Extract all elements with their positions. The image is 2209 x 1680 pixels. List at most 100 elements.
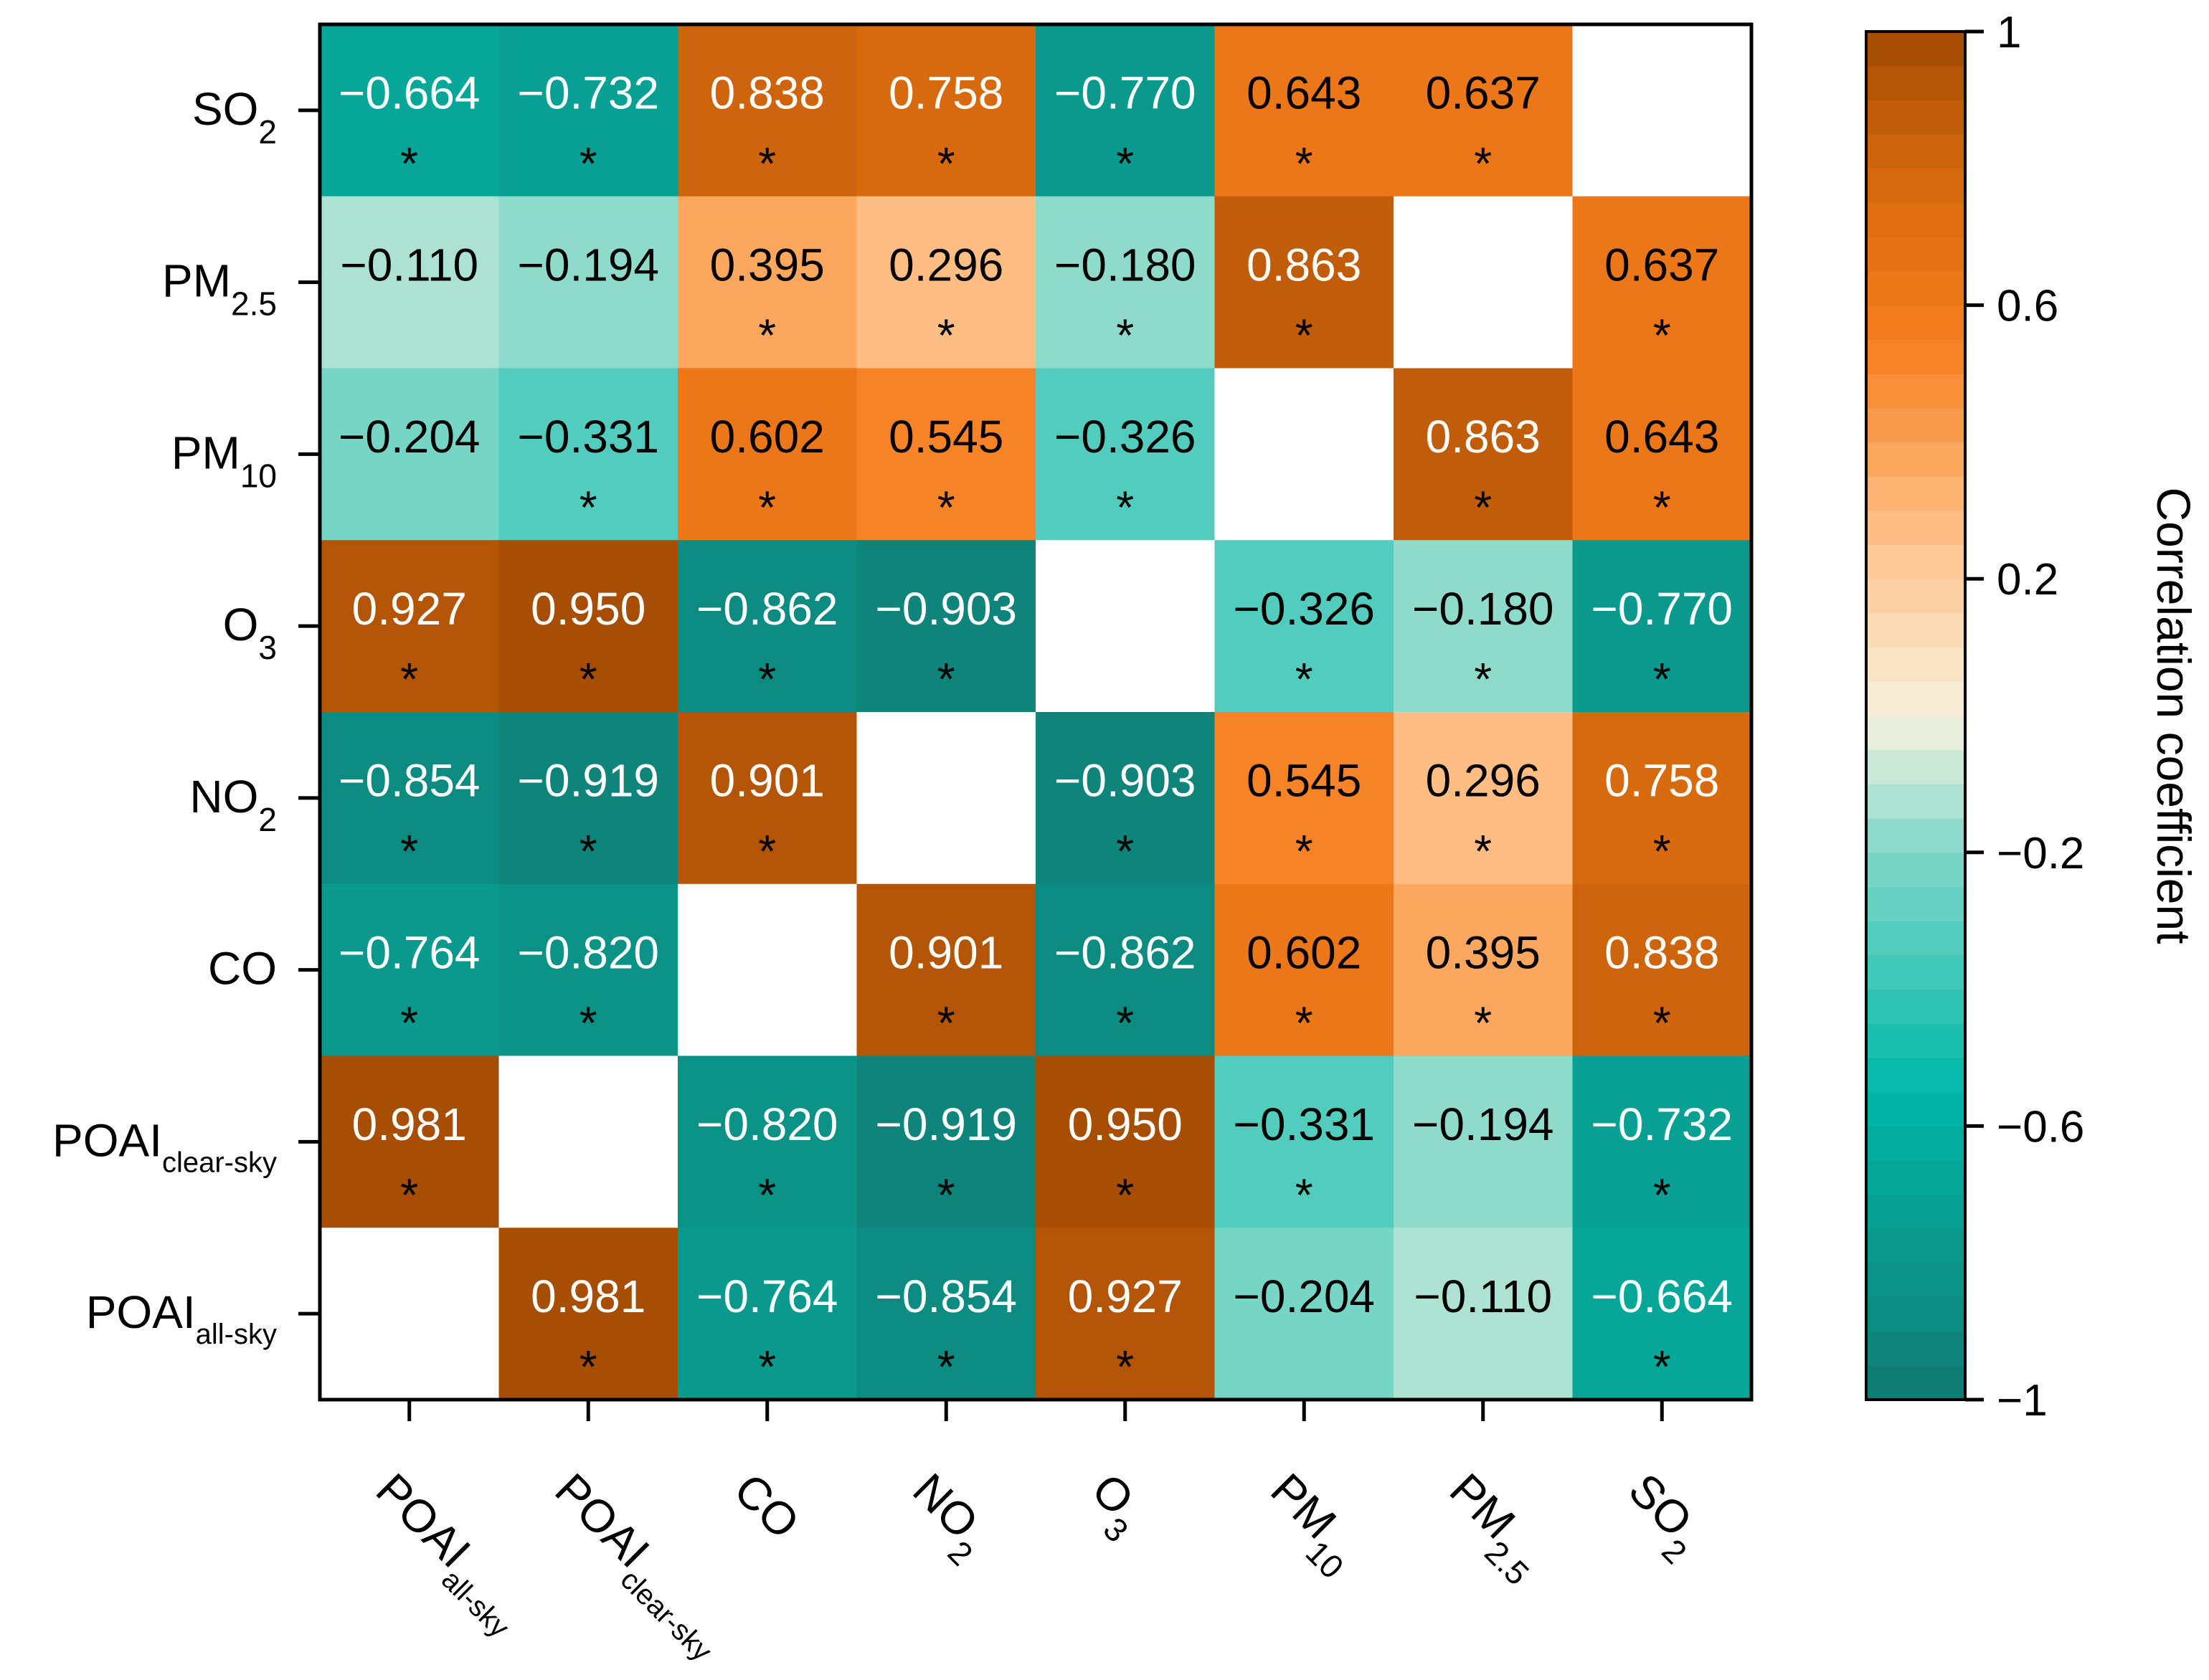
heatmap-cell: 0.296 * — [856, 196, 1036, 369]
colorbar-segment — [1866, 1228, 1965, 1263]
cell-rect — [856, 712, 1036, 885]
colorbar-segment — [1866, 989, 1965, 1024]
heatmap-cell: 0.395 * — [678, 196, 858, 369]
heatmap-cell — [678, 883, 858, 1057]
heatmap-cell: −0.326 * — [1036, 368, 1216, 541]
significance-star: * — [1653, 997, 1671, 1049]
heatmap-cell: −0.764 * — [678, 1228, 858, 1400]
cell-rect — [678, 368, 858, 541]
significance-star: * — [1295, 653, 1313, 705]
heatmap-cell: −0.331 * — [1214, 1055, 1394, 1228]
cell-rect — [1036, 368, 1216, 541]
heatmap-cell — [1036, 540, 1216, 713]
heatmap-cell: −0.194 — [1394, 1055, 1574, 1228]
cell-value: −0.919 — [875, 1098, 1017, 1150]
heatmap-cell: −0.732 * — [498, 24, 678, 197]
significance-star: * — [580, 653, 597, 705]
heatmap-cell: −0.854 * — [320, 712, 500, 885]
significance-star: * — [1653, 1341, 1671, 1392]
colorbar-segment — [1866, 442, 1965, 477]
heatmap-cell — [498, 1055, 678, 1228]
heatmap-cell: 0.637 * — [1572, 196, 1752, 369]
cell-rect — [498, 1055, 678, 1228]
significance-star: * — [758, 1169, 776, 1220]
cell-rect — [1394, 196, 1574, 369]
heatmap-cell: −0.180 * — [1394, 540, 1574, 713]
cell-value: −0.110 — [340, 239, 478, 290]
significance-star: * — [1295, 138, 1313, 189]
colorbar-segment — [1866, 1160, 1965, 1195]
cell-rect — [1394, 1228, 1574, 1400]
cell-value: −0.919 — [517, 755, 659, 807]
significance-star: * — [1653, 1169, 1671, 1220]
cell-rect — [856, 196, 1036, 369]
x-tick-label: SO2 — [1608, 1463, 1716, 1571]
colorbar-segment — [1866, 749, 1965, 784]
cell-value: −0.732 — [1591, 1098, 1733, 1150]
heatmap-cell: −0.664 * — [320, 24, 500, 197]
heatmap-cell: 0.950 * — [1036, 1055, 1216, 1228]
cell-value: 0.981 — [352, 1098, 467, 1150]
cell-value: −0.331 — [517, 411, 659, 462]
cell-rect — [320, 540, 500, 713]
heatmap-cell — [1394, 196, 1574, 369]
cell-rect — [320, 1055, 500, 1228]
colorbar-segment — [1866, 1263, 1965, 1298]
cell-rect — [320, 196, 500, 369]
cell-value: 0.838 — [1604, 926, 1719, 978]
significance-star: * — [400, 1169, 418, 1220]
cell-value: −0.110 — [1414, 1271, 1552, 1322]
x-tick-label: POAIclear-sky — [536, 1463, 740, 1667]
significance-star: * — [580, 1341, 597, 1392]
heatmap-cell: 0.863 * — [1214, 196, 1394, 369]
significance-star: * — [1474, 481, 1492, 533]
heatmap-cell: −0.204 — [1214, 1228, 1394, 1400]
colorbar-segment — [1866, 886, 1965, 921]
cell-rect — [1572, 883, 1752, 1057]
cell-value: 0.927 — [352, 583, 467, 635]
cell-rect — [1572, 24, 1752, 197]
colorbar-segment — [1866, 65, 1965, 100]
significance-star: * — [937, 997, 955, 1049]
cell-rect — [1394, 24, 1574, 197]
heatmap-cell: 0.758 * — [1572, 712, 1752, 885]
heatmap-cell: −0.854 * — [856, 1228, 1036, 1400]
y-axis: SO2 PM2.5 PM10 O3 NO2 CO POAIclear-sky POAIall-… — [52, 83, 320, 1350]
significance-star: * — [1116, 825, 1134, 877]
y-tick-label: SO2 — [192, 83, 277, 151]
heatmap-cell: −0.903 * — [1036, 712, 1216, 885]
heatmap-cell: −0.180 * — [1036, 196, 1216, 369]
colorbar-segment — [1866, 1091, 1965, 1126]
cell-value: 0.950 — [531, 583, 645, 635]
heatmap-cell: −0.770 * — [1036, 24, 1216, 197]
significance-star: * — [1116, 1169, 1134, 1220]
cell-rect — [498, 712, 678, 885]
cell-value: −0.903 — [875, 583, 1017, 635]
x-tick-label: NO2 — [892, 1463, 1001, 1572]
cell-value: −0.770 — [1591, 583, 1733, 635]
cell-rect — [1036, 712, 1216, 885]
cell-rect — [1394, 368, 1574, 541]
significance-star: * — [400, 138, 418, 189]
significance-star: * — [758, 138, 776, 189]
colorbar-tick-label: 1 — [1997, 8, 2021, 57]
significance-star: * — [1295, 1169, 1313, 1220]
heatmap-cell: −0.862 * — [678, 540, 858, 713]
cell-value: 0.901 — [889, 926, 1003, 978]
heatmap-cell: 0.296 * — [1394, 712, 1574, 885]
colorbar-segment — [1866, 647, 1965, 682]
cell-rect — [1572, 540, 1752, 713]
cell-value: 0.950 — [1068, 1098, 1183, 1150]
cell-rect — [1036, 24, 1216, 197]
colorbar: 1 0.6 0.2 −0.2 −0.6 −1 Correlation coefficient — [1865, 8, 2200, 1425]
cell-value: −0.326 — [1233, 583, 1375, 635]
significance-star: * — [1474, 997, 1492, 1049]
cell-rect — [498, 883, 678, 1057]
cell-value: 0.602 — [1247, 926, 1361, 978]
significance-star: * — [1116, 310, 1134, 361]
colorbar-segment — [1866, 339, 1965, 374]
heatmap-cell: −0.110 — [320, 196, 500, 369]
cell-rect — [1214, 540, 1394, 713]
heatmap-cell: 0.838 * — [678, 24, 858, 197]
